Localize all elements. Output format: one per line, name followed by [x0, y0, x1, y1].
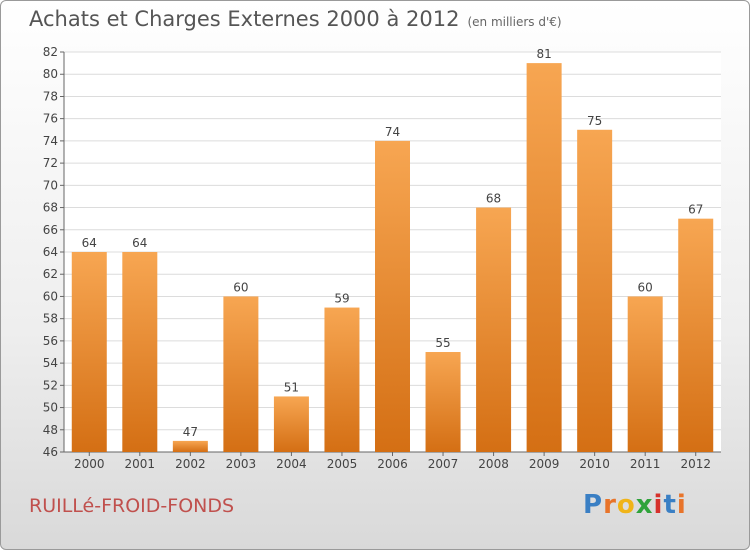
x-tick-label-2010: 2010 — [579, 457, 610, 471]
bar-2001 — [122, 252, 158, 452]
x-tick-label-2005: 2005 — [327, 457, 358, 471]
bar-2009 — [526, 63, 562, 452]
y-tick-label: 82 — [43, 45, 58, 59]
y-tick-label: 68 — [43, 201, 58, 215]
logo-letter: P — [583, 490, 604, 520]
x-tick-label-2001: 2001 — [125, 457, 156, 471]
bar-2012 — [678, 218, 714, 452]
data-label-2011: 60 — [638, 280, 653, 294]
logo-letter: x — [635, 490, 654, 520]
proxiti-logo: Proxiti — [583, 490, 687, 520]
data-label-2010: 75 — [587, 114, 602, 128]
y-tick-label: 52 — [43, 378, 58, 392]
bar-2010 — [577, 129, 613, 452]
data-label-2000: 64 — [82, 236, 97, 250]
y-tick-label: 70 — [43, 178, 58, 192]
x-tick-label-2008: 2008 — [478, 457, 509, 471]
x-tick-label-2007: 2007 — [428, 457, 459, 471]
data-label-2009: 81 — [536, 47, 551, 61]
data-label-2003: 60 — [233, 280, 248, 294]
location-name: RUILLé-FROID-FONDS — [29, 495, 235, 517]
y-tick-label: 66 — [43, 223, 58, 237]
y-tick-label: 58 — [43, 312, 58, 326]
y-tick-label: 62 — [43, 267, 58, 281]
logo-letter: i — [653, 490, 664, 520]
y-tick-label: 46 — [43, 445, 58, 459]
x-tick-label-2004: 2004 — [276, 457, 307, 471]
bar-2008 — [476, 207, 512, 452]
x-tick-label-2009: 2009 — [529, 457, 560, 471]
data-label-2008: 68 — [486, 192, 501, 206]
data-label-2012: 67 — [688, 203, 703, 217]
chart-title: Achats et Charges Externes 2000 à 2012 (e… — [29, 7, 562, 31]
bar-2002 — [172, 440, 208, 452]
y-tick-label: 78 — [43, 89, 58, 103]
y-tick-label: 50 — [43, 401, 58, 415]
logo-letter: o — [616, 490, 636, 520]
y-tick-label: 60 — [43, 289, 58, 303]
bar-2004 — [273, 396, 309, 452]
logo-letter: t — [663, 490, 677, 520]
bar-2007 — [425, 352, 461, 452]
data-label-2002: 47 — [183, 425, 198, 439]
bar-2006 — [375, 140, 410, 452]
bar-2000 — [71, 252, 107, 452]
bar-2003 — [223, 296, 259, 452]
y-tick-label: 72 — [43, 156, 58, 170]
title-text: Achats et Charges Externes 2000 à 2012 — [29, 7, 460, 31]
x-tick-label-2003: 2003 — [226, 457, 257, 471]
y-tick-label: 56 — [43, 334, 58, 348]
y-tick-label: 54 — [43, 356, 58, 370]
chart-subtitle: (en milliers d'€) — [467, 15, 562, 29]
x-tick-label-2011: 2011 — [630, 457, 661, 471]
x-tick-label-2002: 2002 — [175, 457, 206, 471]
y-tick-label: 76 — [43, 112, 58, 126]
y-tick-label: 64 — [43, 245, 58, 259]
data-label-2006: 74 — [385, 125, 400, 139]
logo-letter: r — [603, 490, 617, 520]
data-label-2005: 59 — [334, 292, 349, 306]
logo-letter: i — [676, 490, 687, 520]
bar-2011 — [627, 296, 663, 452]
x-tick-label-2006: 2006 — [377, 457, 408, 471]
bar-2005 — [324, 307, 360, 452]
data-label-2001: 64 — [132, 236, 147, 250]
data-label-2004: 51 — [284, 380, 299, 394]
y-tick-label: 80 — [43, 67, 58, 81]
x-tick-label-2000: 2000 — [74, 457, 105, 471]
x-tick-label-2012: 2012 — [680, 457, 711, 471]
data-label-2007: 55 — [435, 336, 450, 350]
y-tick-label: 48 — [43, 423, 58, 437]
y-tick-label: 74 — [43, 134, 58, 148]
